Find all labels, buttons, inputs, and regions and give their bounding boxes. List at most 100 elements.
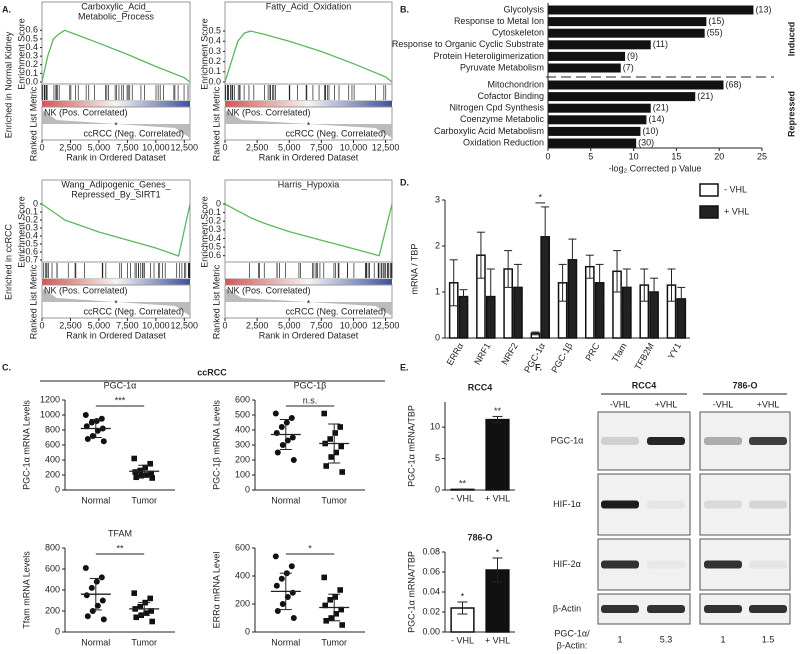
bar xyxy=(548,92,696,102)
x-tick-label: 0 xyxy=(222,320,227,330)
y-tick-label: 0.1 xyxy=(25,68,38,78)
x-tick-label: 15 xyxy=(671,151,681,161)
y2-axis-label: Ranked List Metric xyxy=(211,86,221,161)
y-tick-label: 400 xyxy=(235,570,250,580)
point xyxy=(288,415,295,421)
band xyxy=(749,605,787,613)
row-label: HIF-1α xyxy=(553,499,581,509)
plot-title: PGC-1α xyxy=(104,380,137,390)
bar xyxy=(548,40,651,50)
row-label: HIF-2α xyxy=(553,559,581,569)
y-tick-label: 1200 xyxy=(40,394,60,404)
point xyxy=(272,410,279,417)
y-axis-label: mRNA / TBP xyxy=(409,244,419,295)
plot-title: TFAM xyxy=(108,528,132,538)
band xyxy=(601,560,639,569)
point xyxy=(274,608,281,614)
y-tick-label: 0.4 xyxy=(25,42,38,52)
bar xyxy=(548,17,707,27)
point xyxy=(279,601,286,607)
category-label: Oxidation Reduction xyxy=(463,137,544,147)
x-tick-label: 12,500 xyxy=(372,142,400,152)
plot-title: Metabolic_Process xyxy=(78,11,155,21)
category-label: Response to Organic Cyclic Substrate xyxy=(392,39,544,49)
category-label: Coenzyme Metabolic xyxy=(460,114,545,124)
x-tick-label: 10,000 xyxy=(340,142,368,152)
band xyxy=(749,560,787,569)
y-tick-label: 0.2 xyxy=(208,56,221,66)
y-tick-label: 10 xyxy=(430,422,440,432)
y-tick-label: 500 xyxy=(235,409,250,419)
point xyxy=(322,602,328,609)
band xyxy=(647,605,685,613)
hits-frame xyxy=(41,83,191,102)
x-tick-label: 12,500 xyxy=(372,320,400,330)
x-tick-label: 12,500 xyxy=(171,320,199,330)
bar xyxy=(548,28,705,38)
y-tick-label: 0.4 xyxy=(208,36,221,46)
y-tick-label: 400 xyxy=(45,454,60,464)
x-axis-label: Rank in Ordered Dataset xyxy=(259,330,359,340)
point xyxy=(332,594,338,600)
point xyxy=(133,614,139,621)
point xyxy=(339,622,345,628)
point xyxy=(137,604,143,610)
count-label: (15) xyxy=(708,16,724,26)
significance: * xyxy=(496,547,500,557)
significance: * xyxy=(308,543,312,553)
point xyxy=(147,460,153,467)
point xyxy=(328,615,334,621)
point xyxy=(337,587,343,593)
neg-label: ccRCC (Neg. Correlated) xyxy=(83,128,184,138)
point xyxy=(82,412,89,418)
point xyxy=(288,563,295,570)
y-tick-label: -0.2 xyxy=(205,216,221,226)
legend-label: + VHL xyxy=(724,206,749,216)
point xyxy=(88,419,95,426)
category-label: Mitochondrion xyxy=(487,79,544,89)
y-axis-label: PGC-1α mRNA Levels xyxy=(21,400,31,490)
y-tick-label: 600 xyxy=(45,439,60,449)
bar xyxy=(548,138,637,148)
point xyxy=(338,443,344,450)
bar xyxy=(548,126,641,136)
rank-colorbar xyxy=(225,279,392,285)
x-tick-label: 20 xyxy=(714,151,724,161)
x-tick-label: 25 xyxy=(757,151,767,161)
group-label: Induced xyxy=(786,22,796,57)
point xyxy=(321,574,327,581)
panel-label: C. xyxy=(2,362,11,372)
point xyxy=(290,615,297,621)
point xyxy=(339,469,345,475)
legend-swatch xyxy=(699,205,719,219)
neg-label: ccRCC (Neg. Correlated) xyxy=(285,128,386,138)
band xyxy=(601,500,639,509)
y-axis-label: Enrichment Score xyxy=(16,196,26,268)
point xyxy=(99,597,106,604)
point xyxy=(98,574,105,581)
lane-label: +VHL xyxy=(757,399,780,409)
point xyxy=(328,454,334,460)
point xyxy=(283,419,290,426)
x-axis-label: -log₂ Corrected p Value xyxy=(609,163,702,173)
band xyxy=(647,437,685,445)
point xyxy=(148,470,154,477)
x-tick-label: Normal xyxy=(81,637,110,647)
y-tick-label: 600 xyxy=(235,542,250,552)
y-axis-label: Enrichment Score xyxy=(199,18,209,90)
y-axis-label: PGC-1α mRNA/TBP xyxy=(406,405,416,487)
panel-label: D. xyxy=(400,177,409,187)
point xyxy=(149,475,155,481)
plot-title: Harris_Hypoxia xyxy=(278,179,340,189)
cell-line: 786-O xyxy=(732,380,757,390)
ratio-label: β-Actin: xyxy=(557,640,588,650)
category-label: Cytoskeleton xyxy=(492,28,544,38)
point xyxy=(131,590,137,596)
y-tick-label: -0.6 xyxy=(22,246,38,256)
point xyxy=(332,430,338,436)
point xyxy=(131,455,137,462)
x-tick-label: + VHL xyxy=(485,635,510,645)
point xyxy=(289,589,296,596)
point xyxy=(149,618,155,625)
